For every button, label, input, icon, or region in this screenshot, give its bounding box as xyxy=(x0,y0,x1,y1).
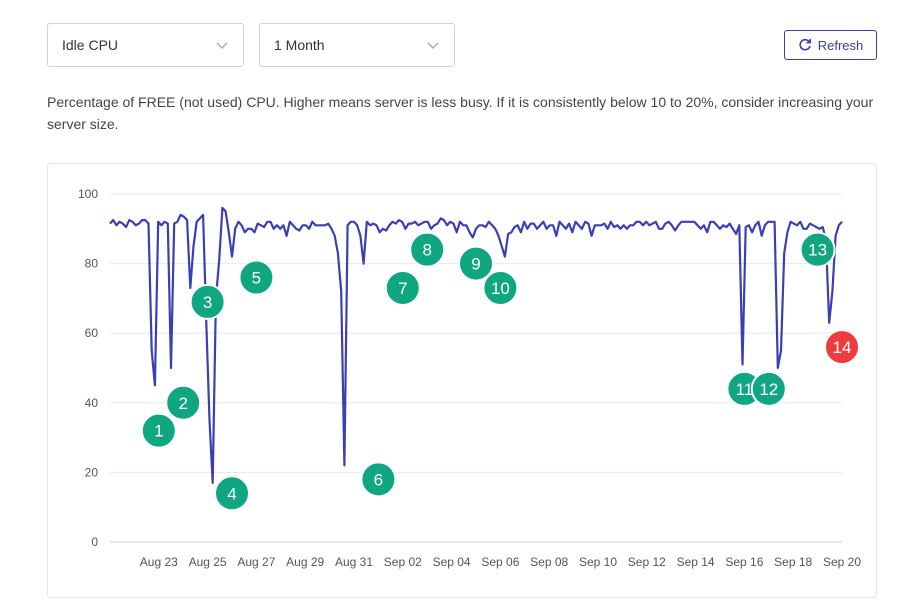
chevron-down-icon xyxy=(216,42,228,50)
annotation-label: 6 xyxy=(374,470,383,489)
annotation-label: 4 xyxy=(227,484,236,503)
annotation-label: 12 xyxy=(759,380,778,399)
refresh-icon xyxy=(799,38,811,51)
annotation-label: 1 xyxy=(154,422,163,441)
chevron-down-icon xyxy=(427,42,439,50)
annotation-label: 8 xyxy=(422,241,431,260)
idle-cpu-chart: 0 20 40 60 80 100 Aug 23 Aug 25 Aug 27 Aug 29 Aug… xyxy=(78,187,861,569)
range-select[interactable]: 1 Month xyxy=(259,23,455,67)
annotation-label: 9 xyxy=(471,255,480,274)
annotation-marker-8: 8 xyxy=(409,231,446,268)
series-line-idle-cpu xyxy=(109,206,843,484)
annotation-marker-3: 3 xyxy=(189,283,226,320)
x-tick-label: Aug 29 xyxy=(286,555,324,569)
x-tick-label: Sep 08 xyxy=(530,555,568,569)
x-tick-label: Aug 31 xyxy=(335,555,373,569)
x-tick-label: Sep 06 xyxy=(481,555,519,569)
y-tick-label: 80 xyxy=(85,257,99,271)
y-tick-label: 60 xyxy=(85,326,99,340)
annotation-marker-2: 2 xyxy=(165,384,202,421)
x-tick-label: Aug 23 xyxy=(140,555,178,569)
x-tick-label: Sep 02 xyxy=(384,555,422,569)
annotation-marker-9: 9 xyxy=(458,245,494,282)
annotation-marker-6: 6 xyxy=(360,461,397,498)
annotation-marker-5: 5 xyxy=(238,259,275,296)
metric-select[interactable]: Idle CPU xyxy=(47,23,244,67)
annotation-label: 5 xyxy=(252,269,261,288)
x-tick-label: Sep 20 xyxy=(823,555,861,569)
y-tick-label: 40 xyxy=(85,396,99,410)
annotation-label: 11 xyxy=(736,380,754,399)
chart-card: 0 20 40 60 80 100 Aug 23 Aug 25 Aug 27 Aug 29 Aug… xyxy=(47,163,877,598)
y-tick-label: 20 xyxy=(85,465,99,479)
x-tick-label: Sep 10 xyxy=(579,555,617,569)
x-tick-label: Sep 12 xyxy=(628,555,666,569)
annotation-label: 13 xyxy=(808,241,827,260)
metric-select-value: Idle CPU xyxy=(62,37,119,53)
annotation-label: 3 xyxy=(203,293,212,312)
refresh-button[interactable]: Refresh xyxy=(784,30,877,60)
annotation-marker-1: 1 xyxy=(140,412,177,449)
x-tick-label: Sep 04 xyxy=(433,555,471,569)
y-tick-label: 0 xyxy=(91,535,98,549)
refresh-button-label: Refresh xyxy=(817,37,864,53)
annotation-label: 2 xyxy=(178,394,187,413)
annotation-marker-4: 4 xyxy=(214,475,250,512)
x-tick-label: Sep 16 xyxy=(725,555,763,569)
x-tick-label: Sep 14 xyxy=(677,555,715,569)
annotation-marker-12: 12 xyxy=(750,370,787,407)
x-tick-label: Aug 25 xyxy=(189,555,227,569)
annotation-label: 7 xyxy=(398,279,407,298)
y-tick-label: 100 xyxy=(78,187,98,201)
annotation-label: 14 xyxy=(833,338,852,357)
annotation-marker-7: 7 xyxy=(384,269,421,306)
chart-description: Percentage of FREE (not used) CPU. Highe… xyxy=(47,94,874,132)
annotation-label: 10 xyxy=(491,279,510,298)
annotation-marker-13: 13 xyxy=(799,231,836,268)
annotation-marker-10: 10 xyxy=(482,269,519,306)
x-tick-label: Aug 27 xyxy=(237,555,275,569)
x-tick-label: Sep 18 xyxy=(774,555,812,569)
range-select-value: 1 Month xyxy=(274,37,325,53)
annotation-marker-14: 14 xyxy=(824,329,860,366)
